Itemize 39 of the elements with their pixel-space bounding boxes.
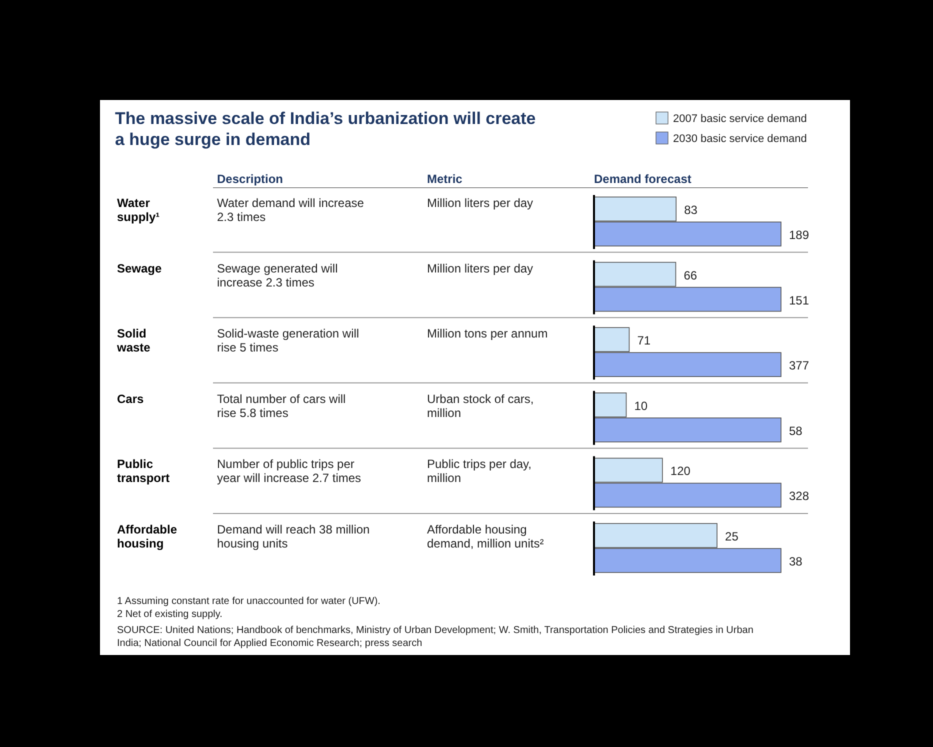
text: Affordable housing demand, million units² [427, 522, 544, 550]
text: Description [217, 172, 284, 186]
text: Demand will reach 38 million housing units [217, 522, 370, 550]
data-label: 10 [634, 398, 648, 413]
data-label: 71 [637, 334, 651, 348]
legend-label: 2030 basic service demand [673, 133, 807, 145]
data-label: 66 [684, 268, 698, 282]
text: Public trips per day, million [427, 457, 532, 486]
text: Million tons per annum [427, 326, 548, 341]
y-tick-label: Water supply¹ [117, 196, 160, 224]
text: Million liters per day [427, 261, 534, 276]
data-label: 189 [789, 228, 810, 242]
source-note: SOURCE: United Nations; Handbook of benchmarks, Ministry of Urban Development; W. Smith, Transportation Policies and Strategies in Urban India; National Council for Applied Economic Research; press search [117, 625, 754, 649]
data-label: 328 [789, 489, 810, 504]
text: Urban stock of cars, million [427, 392, 534, 420]
text: Million liters per day [427, 196, 534, 210]
text: 1 Assuming constant rate for unaccounted for water (UFW). [117, 596, 380, 607]
data-label: 120 [670, 464, 691, 478]
text: Solid-waste generation will rise 5 times [217, 326, 360, 355]
data-label: 151 [789, 293, 810, 308]
legend-label: 2007 basic service demand [673, 113, 807, 125]
text: Number of public trips per year will increase 2.7 times [217, 457, 362, 486]
data-label: 58 [789, 424, 803, 438]
data-label: 38 [789, 554, 803, 568]
text: Demand forecast [594, 172, 692, 186]
text: Total number of cars will rise 5.8 times [217, 392, 346, 420]
y-tick-label: Sewage [117, 261, 162, 276]
y-tick-label: Public transport [117, 457, 170, 486]
data-label: 83 [684, 203, 698, 217]
y-tick-label: Solid waste [116, 326, 151, 355]
y-tick-label: Cars [117, 392, 144, 406]
text: Water demand will increase 2.3 times [217, 196, 364, 224]
data-label: 25 [725, 530, 739, 544]
data-label: 377 [789, 358, 810, 373]
y-tick-label: Affordable housing [117, 522, 178, 550]
text: 2 Net of existing supply. [117, 609, 222, 620]
text: Metric [427, 172, 463, 186]
text: Sewage generated will increase 2.3 times [217, 261, 338, 290]
text: The massive scale of India’s urbanization will create a huge surge in demand [115, 109, 536, 149]
